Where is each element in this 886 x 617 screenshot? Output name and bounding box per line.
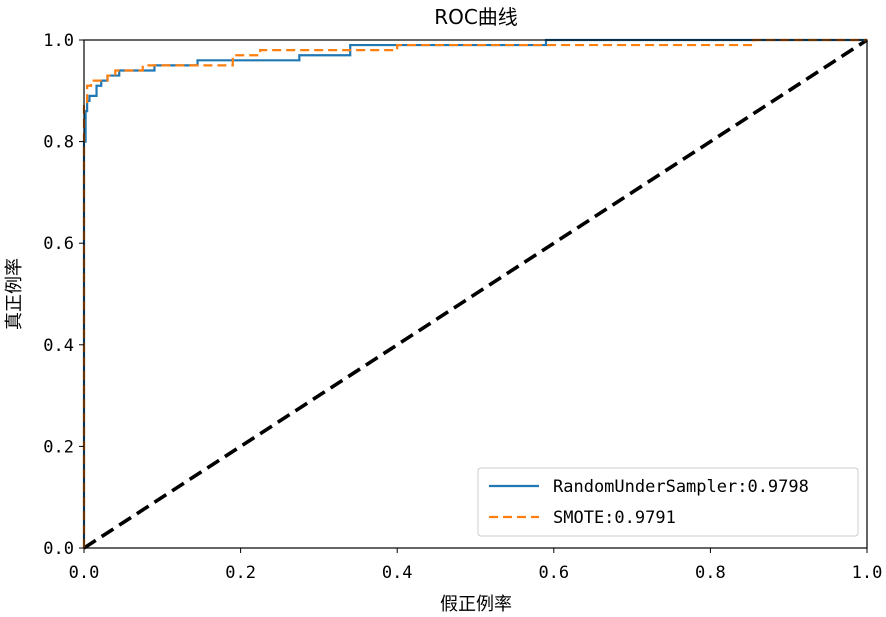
legend: RandomUnderSampler:0.9798 SMOTE:0.9791 bbox=[477, 467, 859, 537]
chance-diagonal-line bbox=[83, 38, 868, 550]
y-axis-ticks: 0.0 0.2 0.4 0.6 0.8 1.0 bbox=[43, 31, 84, 559]
plot-frame bbox=[83, 39, 868, 549]
plot-lines bbox=[82, 38, 868, 550]
x-tick-label: 0.2 bbox=[225, 563, 256, 583]
y-tick-label: 0.4 bbox=[43, 336, 74, 356]
legend-label-random-under-sampler: RandomUnderSampler:0.9798 bbox=[553, 477, 809, 497]
y-axis-label: 真正例率 bbox=[4, 258, 25, 330]
x-tick-label: 0.6 bbox=[538, 563, 569, 583]
series-line-randomundersampler bbox=[82, 38, 867, 548]
x-tick-label: 0.0 bbox=[69, 563, 100, 583]
y-tick-label: 0.8 bbox=[43, 133, 74, 153]
x-tick-label: 1.0 bbox=[852, 563, 883, 583]
legend-box bbox=[477, 467, 859, 537]
x-tick-label: 0.8 bbox=[695, 563, 726, 583]
y-tick-label: 1.0 bbox=[43, 31, 74, 51]
x-tick-label: 0.4 bbox=[382, 563, 413, 583]
x-axis-ticks: 0.0 0.2 0.4 0.6 0.8 1.0 bbox=[69, 548, 883, 583]
y-tick-label: 0.0 bbox=[43, 539, 74, 559]
chart-title: ROC曲线 bbox=[434, 5, 518, 29]
legend-label-smote: SMOTE:0.9791 bbox=[553, 508, 676, 528]
x-axis-label: 假正例率 bbox=[440, 594, 512, 615]
y-tick-label: 0.2 bbox=[43, 437, 74, 457]
y-tick-label: 0.6 bbox=[43, 234, 74, 254]
series-line-smote bbox=[82, 38, 867, 548]
